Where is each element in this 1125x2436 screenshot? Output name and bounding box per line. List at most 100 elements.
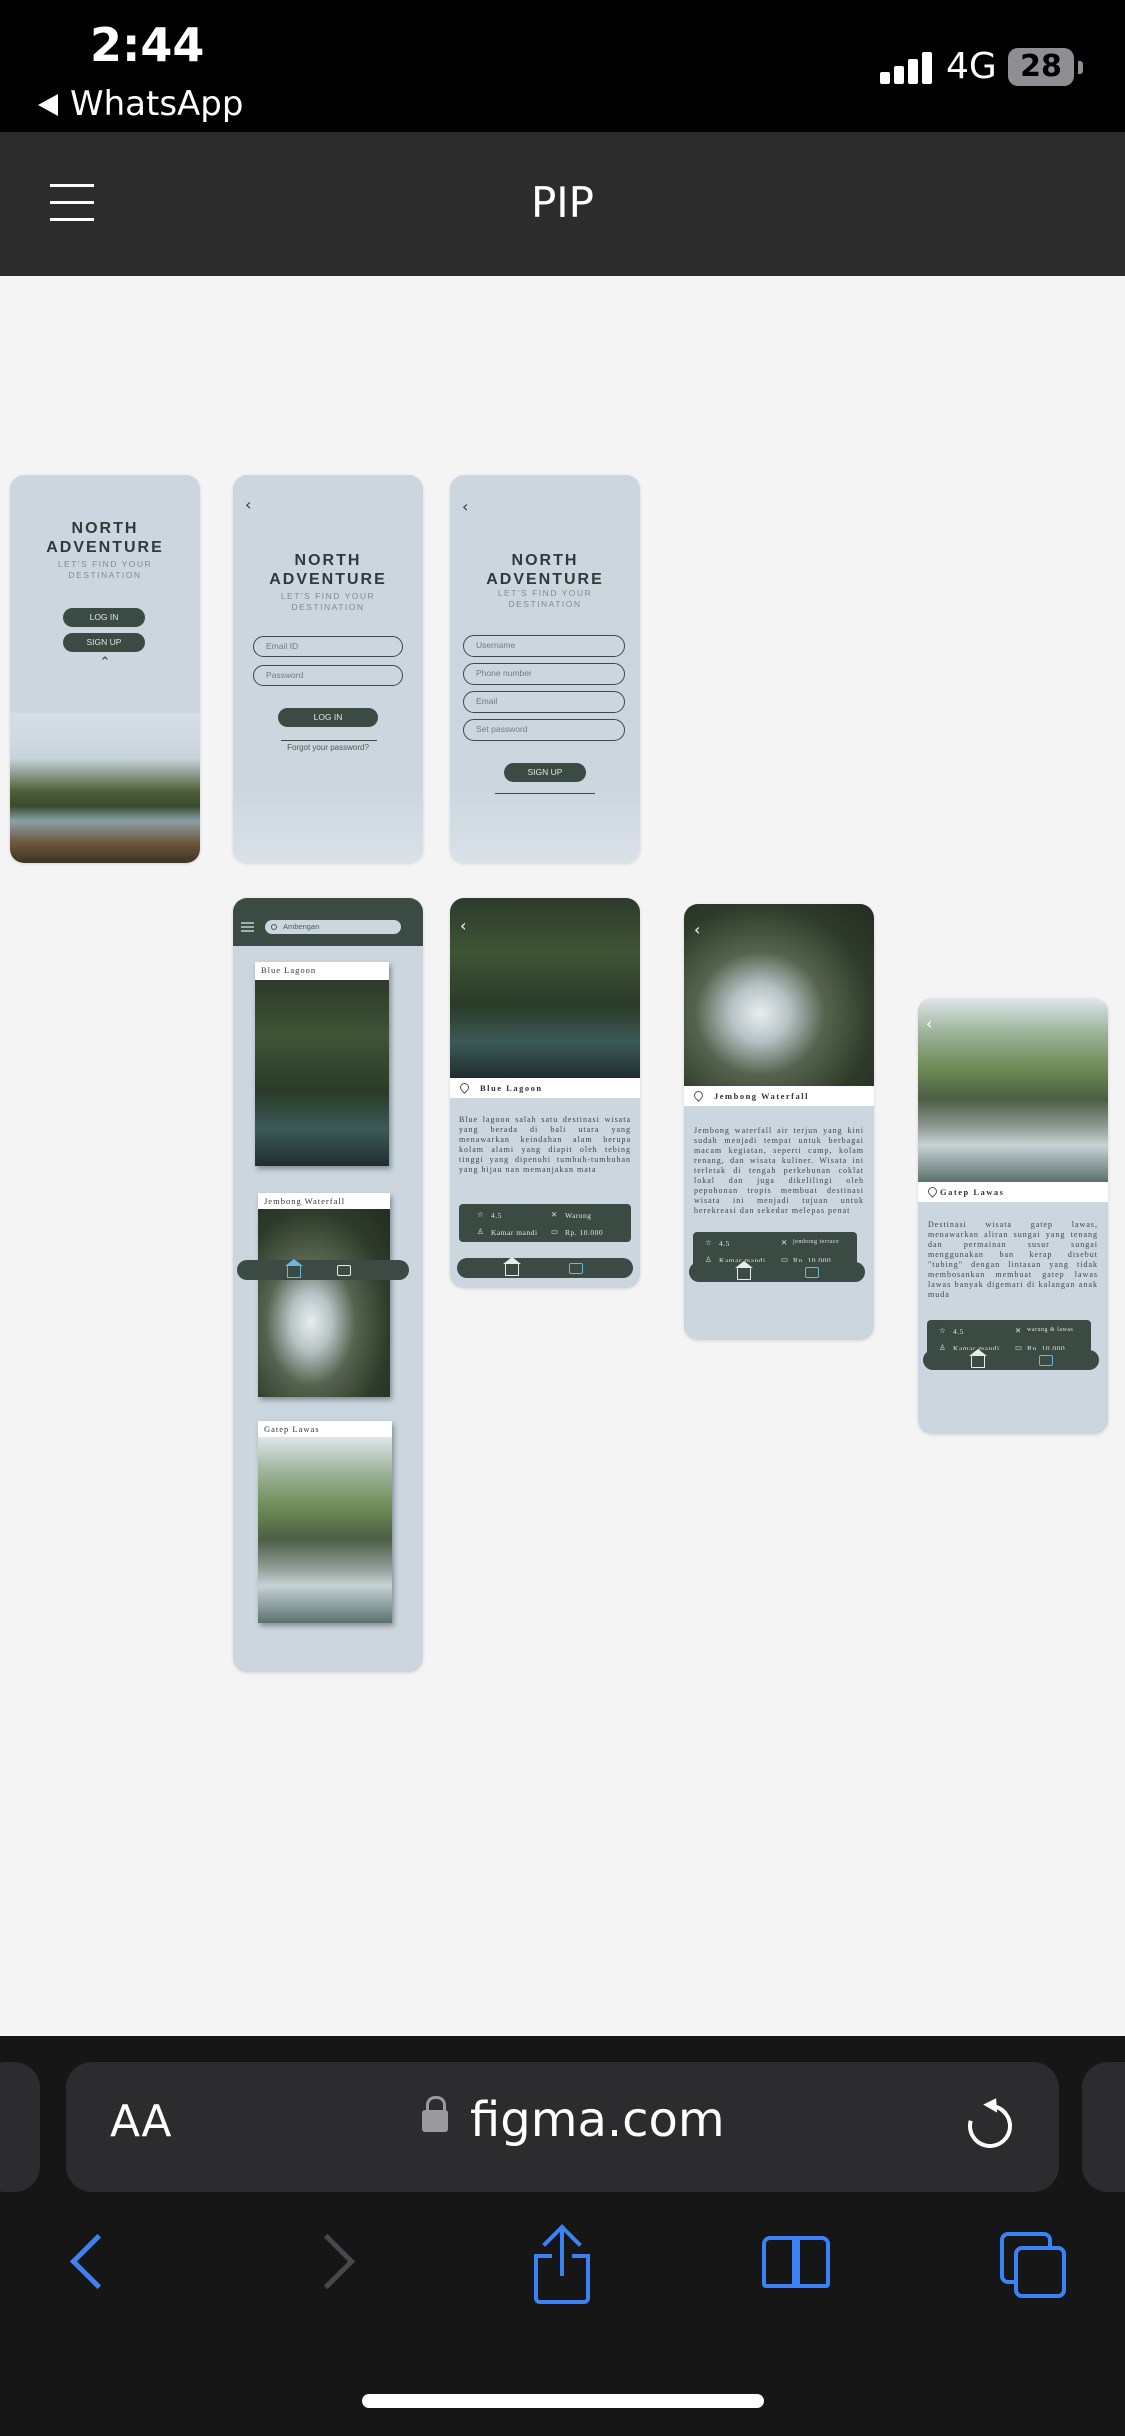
menu-icon[interactable]	[241, 922, 254, 932]
network-type: 4G	[946, 46, 997, 87]
hamburger-icon[interactable]	[50, 184, 94, 222]
detail-title-bar: Gatep Lawas	[918, 1182, 1108, 1202]
battery-tip	[1078, 61, 1083, 74]
email-field[interactable]: Email	[463, 691, 625, 713]
frame-detail-blue-lagoon[interactable]: ‹ Blue Lagoon Blue lagoon salah satu des…	[450, 898, 640, 1288]
bag-icon[interactable]	[569, 1263, 583, 1274]
frame-detail-jembong[interactable]: ‹ Jembong Waterfall Jembong waterfall ai…	[684, 904, 874, 1340]
food-label: warung & lawas	[1027, 1327, 1074, 1333]
card-image	[258, 1437, 392, 1623]
chevron-up-icon[interactable]: ⌃	[99, 655, 111, 670]
login-button[interactable]: LOG IN	[278, 708, 378, 727]
back-to-app-button[interactable]: WhatsApp	[38, 84, 243, 124]
password-field[interactable]: Password	[253, 665, 403, 686]
detail-title: Jembong Waterfall	[714, 1091, 809, 1101]
home-icon[interactable]	[969, 1349, 987, 1368]
detail-image	[684, 904, 874, 1086]
price-label: Rp. 10.000	[1027, 1344, 1066, 1353]
forgot-password-link[interactable]: Forgot your password?	[287, 743, 369, 752]
bag-icon[interactable]	[805, 1267, 819, 1278]
bookmarks-icon[interactable]	[762, 2232, 834, 2292]
toilet-icon: ♙	[477, 1227, 485, 1236]
star-icon: ☆	[705, 1238, 713, 1247]
brand-tagline: LET'S FIND YOUR DESTINATION	[280, 591, 376, 612]
welcome-hero-image	[10, 713, 200, 863]
back-triangle-icon	[38, 94, 58, 116]
back-app-label: WhatsApp	[70, 84, 244, 124]
next-tab-preview[interactable]	[1082, 2062, 1125, 2192]
card-title: Blue Lagoon	[261, 965, 317, 975]
pin-icon	[926, 1185, 939, 1198]
home-icon[interactable]	[503, 1257, 521, 1276]
bottom-navbar	[457, 1257, 633, 1278]
back-icon[interactable]: ‹	[694, 920, 701, 939]
brand-title: NORTH ADVENTURE	[269, 552, 387, 588]
food-icon: ✕	[551, 1210, 558, 1219]
bottom-navbar	[237, 1259, 409, 1280]
frame-welcome[interactable]: NORTH ADVENTURE LET'S FIND YOUR DESTINAT…	[10, 475, 200, 863]
destination-card[interactable]: Blue Lagoon	[255, 962, 389, 1166]
tabs-icon[interactable]	[1000, 2232, 1070, 2298]
bag-icon[interactable]	[1039, 1355, 1053, 1366]
home-indicator[interactable]	[362, 2394, 764, 2408]
detail-title-bar: Jembong Waterfall	[684, 1086, 874, 1106]
bottom-navbar	[923, 1349, 1099, 1370]
pin-icon	[458, 1081, 471, 1094]
email-field[interactable]: Email ID	[253, 636, 403, 657]
lock-icon	[422, 2096, 448, 2132]
rating: 4.5	[719, 1239, 730, 1248]
frame-destination-list[interactable]: Ambengan Blue Lagoon Jembong Waterfall G…	[233, 898, 423, 1672]
toilet-label: Kamar mandi	[491, 1228, 538, 1237]
card-title: Jembong Waterfall	[264, 1196, 346, 1206]
share-icon[interactable]	[534, 2224, 590, 2304]
set-password-field[interactable]: Set password	[463, 719, 625, 741]
bottom-navbar	[689, 1261, 865, 1282]
destination-card[interactable]: Jembong Waterfall	[258, 1193, 390, 1397]
brand-tagline: LET'S FIND YOUR DESTINATION	[497, 588, 593, 609]
back-icon[interactable]: ‹	[462, 497, 469, 516]
frame-login[interactable]: ‹ NORTH ADVENTURE LET'S FIND YOUR DESTIN…	[233, 475, 423, 863]
signup-button[interactable]: SIGN UP	[63, 633, 145, 652]
previous-tab-preview[interactable]	[0, 2062, 40, 2192]
reload-icon[interactable]	[959, 2095, 1021, 2157]
detail-title: Gatep Lawas	[940, 1187, 1005, 1197]
address-bar[interactable]: AA figma.com	[66, 2062, 1059, 2192]
info-box: ☆ 4.5 ✕ Warung ♙ Kamar mandi ▭ Rp. 10.00…	[459, 1204, 631, 1242]
price-label: Rp. 10.000	[793, 1256, 832, 1265]
back-icon[interactable]: ‹	[926, 1014, 933, 1033]
bag-icon[interactable]	[337, 1265, 351, 1276]
price-icon: ▭	[1015, 1343, 1023, 1352]
home-icon[interactable]	[285, 1259, 303, 1278]
design-canvas[interactable]: NORTH ADVENTURE LET'S FIND YOUR DESTINAT…	[0, 276, 1125, 2036]
url-text[interactable]: figma.com	[470, 2092, 725, 2148]
phone-field[interactable]: Phone number	[463, 663, 625, 685]
frame-signup[interactable]: ‹ NORTH ADVENTURE LET'S FIND YOUR DESTIN…	[450, 475, 640, 863]
browser-toolbar: AA figma.com	[0, 2036, 1125, 2436]
detail-description: Blue lagoon salah satu destinasi wisata …	[459, 1115, 631, 1174]
username-field[interactable]: Username	[463, 635, 625, 657]
detail-image	[450, 898, 640, 1078]
toilet-icon: ♙	[939, 1343, 947, 1352]
home-icon[interactable]	[735, 1261, 753, 1280]
destination-card[interactable]: Gatep Lawas	[258, 1421, 392, 1623]
price-icon: ▭	[551, 1227, 559, 1236]
detail-description: Jembong waterfall air terjun yang kini s…	[694, 1126, 864, 1215]
card-title: Gatep Lawas	[264, 1424, 320, 1434]
food-icon: ✕	[1015, 1326, 1022, 1335]
back-arrow-icon[interactable]	[66, 2232, 104, 2292]
star-icon: ☆	[477, 1210, 485, 1219]
frame-detail-gatep[interactable]: ‹ Gatep Lawas Destinasi wisata gatep law…	[918, 998, 1108, 1434]
search-input[interactable]: Ambengan	[265, 920, 401, 934]
food-icon: ✕	[781, 1238, 788, 1247]
signal-icon	[880, 50, 934, 84]
forward-arrow-icon[interactable]	[310, 2232, 348, 2292]
back-icon[interactable]: ‹	[460, 916, 467, 935]
page-title: PIP	[530, 178, 595, 227]
brand-title: NORTH ADVENTURE	[486, 552, 604, 588]
back-icon[interactable]: ‹	[245, 495, 252, 514]
brand-title: NORTH ADVENTURE	[46, 520, 164, 556]
reader-settings-button[interactable]: AA	[110, 2096, 172, 2147]
detail-description: Destinasi wisata gatep lawas, menawarkan…	[928, 1220, 1098, 1299]
signup-button[interactable]: SIGN UP	[504, 763, 586, 782]
login-button[interactable]: LOG IN	[63, 608, 145, 627]
